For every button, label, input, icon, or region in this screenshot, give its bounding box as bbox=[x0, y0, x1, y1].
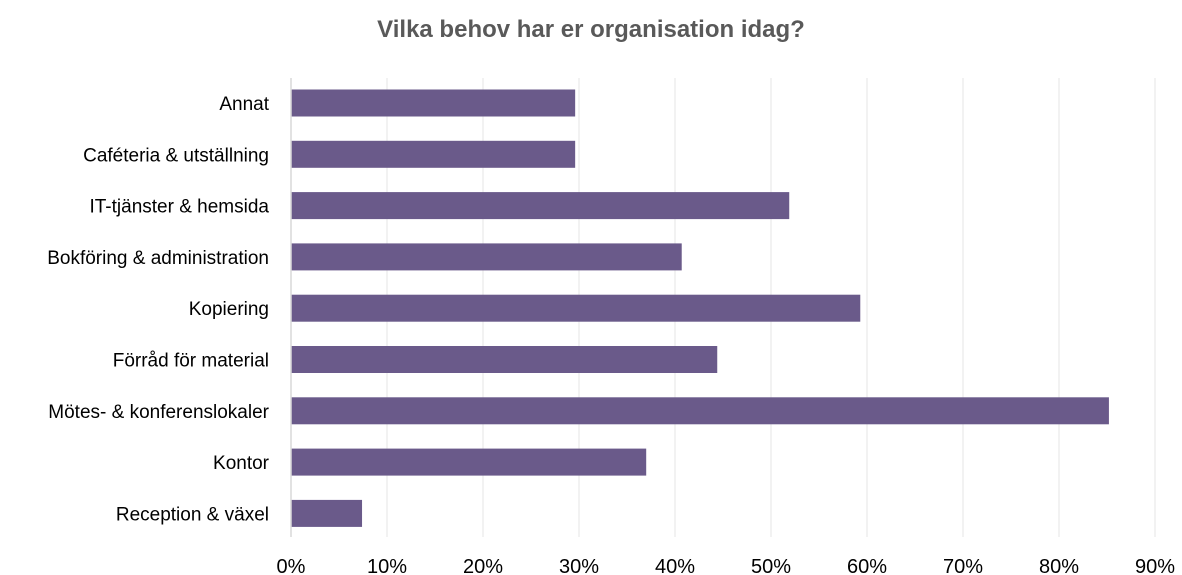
bar bbox=[291, 449, 646, 476]
x-tick-label: 80% bbox=[1039, 556, 1079, 575]
category-label: IT-tjänster & hemsida bbox=[89, 197, 269, 218]
x-tick-label: 0% bbox=[277, 556, 306, 575]
x-tick-label: 20% bbox=[463, 556, 503, 575]
category-label: Annat bbox=[219, 94, 269, 115]
x-tick-label: 50% bbox=[751, 556, 791, 575]
bar bbox=[291, 500, 362, 527]
category-label: Mötes- & konferenslokaler bbox=[48, 402, 269, 423]
category-label: Bokföring & administration bbox=[47, 248, 269, 269]
x-tick-label: 40% bbox=[655, 556, 695, 575]
category-label: Förråd för material bbox=[113, 351, 269, 372]
bar bbox=[291, 90, 575, 117]
x-tick-label: 60% bbox=[847, 556, 887, 575]
bar bbox=[291, 397, 1109, 424]
x-tick-label: 90% bbox=[1135, 556, 1175, 575]
x-tick-label: 30% bbox=[559, 556, 599, 575]
x-tick-label: 70% bbox=[943, 556, 983, 575]
bar bbox=[291, 141, 575, 168]
bar bbox=[291, 346, 717, 373]
category-label: Kopiering bbox=[189, 299, 269, 320]
bar bbox=[291, 243, 682, 270]
category-label: Kontor bbox=[213, 453, 270, 474]
category-label: Reception & växel bbox=[116, 504, 269, 525]
category-label: Caféteria & utställning bbox=[83, 145, 269, 166]
bar bbox=[291, 192, 789, 219]
bar bbox=[291, 295, 860, 322]
x-tick-label: 10% bbox=[367, 556, 407, 575]
